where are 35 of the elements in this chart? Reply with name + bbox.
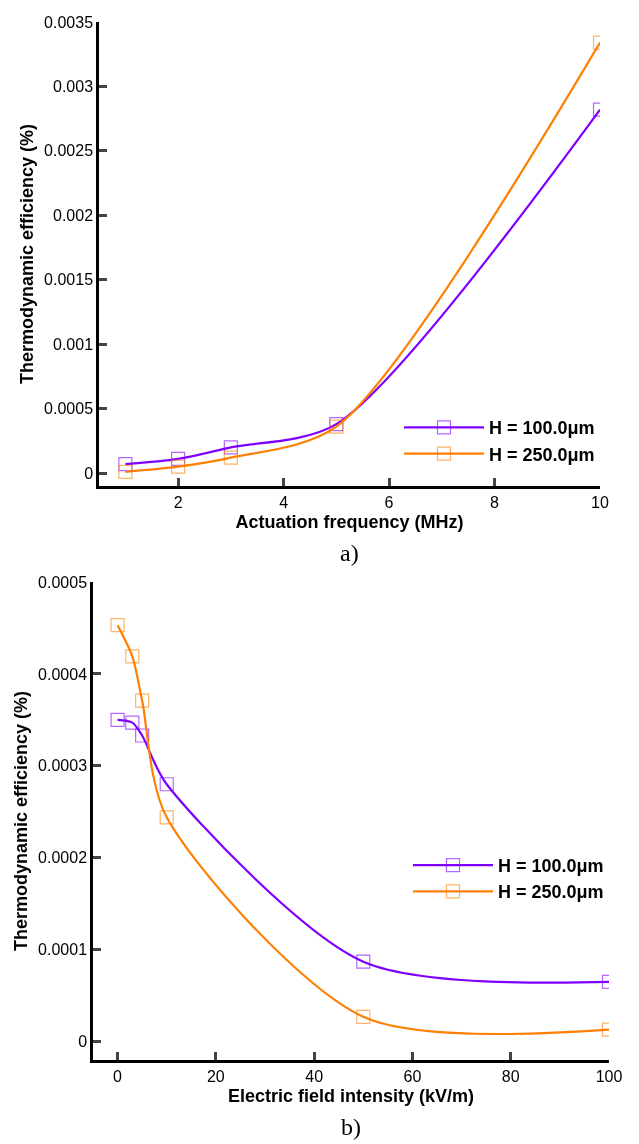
x-tick-label: 40: [305, 1067, 324, 1085]
x-tick-label: 60: [403, 1067, 422, 1085]
legend-label: H = 250.0μm: [489, 444, 595, 465]
x-tick-label: 8: [490, 493, 500, 511]
y-tick-label: 0.003: [53, 78, 94, 96]
y-tick-label: 0.001: [53, 335, 94, 353]
y-tick-label: 0.0003: [38, 757, 88, 775]
x-tick-label: 80: [501, 1067, 520, 1085]
x-tick-label: 2: [173, 493, 183, 511]
text: a): [340, 540, 359, 566]
y-tick-label: 0: [84, 464, 94, 482]
y-tick-label: 0.0002: [38, 849, 88, 867]
x-tick-label: 0: [113, 1067, 123, 1085]
y-tick-label: 0.0001: [38, 941, 88, 959]
x-tick-label: 6: [384, 493, 394, 511]
x-tick-label: 20: [206, 1067, 225, 1085]
x-tick-label: 4: [279, 493, 289, 511]
y-tick-label: 0.0004: [38, 665, 88, 683]
y-tick-label: 0.0005: [38, 573, 88, 591]
y-tick-label: 0: [78, 1033, 88, 1051]
legend-label: H = 100.0μm: [489, 418, 595, 439]
y-tick-label: 0.0025: [44, 142, 94, 160]
x-axis-title: Electric field intensity (kV/m): [227, 1086, 475, 1107]
x-tick-label: 10: [591, 493, 609, 511]
y-tick-label: 0.0035: [44, 13, 94, 31]
y-tick-label: 0.002: [53, 206, 94, 224]
legend-label: H = 250.0μm: [498, 882, 604, 903]
legend-label: H = 100.0μm: [498, 856, 604, 877]
text: b): [341, 1114, 361, 1140]
x-axis-title: Actuation frequency (MHz): [235, 512, 464, 533]
y-axis-title: Thermodynamic efficiency (%): [17, 123, 38, 385]
x-tick-label: 100: [595, 1067, 623, 1085]
y-tick-label: 0.0015: [44, 271, 94, 289]
y-tick-label: 0.0005: [44, 400, 94, 418]
y-axis-title: Thermodynamic efficiency (%): [11, 690, 32, 952]
